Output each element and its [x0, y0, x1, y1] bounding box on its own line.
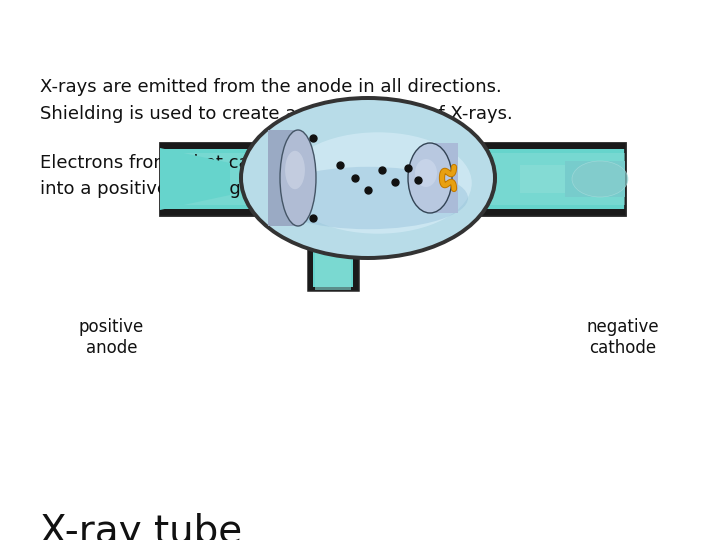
Ellipse shape [243, 100, 493, 256]
Ellipse shape [280, 130, 316, 226]
Text: negative
cathode: negative cathode [587, 318, 659, 357]
Bar [353, 215, 358, 290]
Ellipse shape [285, 151, 305, 189]
Bar [565, 161, 625, 197]
Ellipse shape [415, 159, 437, 187]
Ellipse shape [408, 143, 452, 213]
Bar [308, 215, 313, 290]
Ellipse shape [268, 167, 468, 229]
Text: Electrons from a hot cathode are accelerated
into a positively-charged anode by : Electrons from a hot cathode are acceler… [40, 154, 493, 198]
Bar [160, 153, 625, 205]
Text: positive
anode: positive anode [79, 318, 144, 357]
Bar [315, 215, 351, 290]
Bar [308, 287, 358, 290]
Bar [430, 143, 458, 213]
Text: X-ray tube: X-ray tube [40, 513, 242, 540]
Bar [160, 209, 625, 215]
Text: X-rays are emitted from the anode in all directions.
Shielding is used to create: X-rays are emitted from the anode in all… [40, 78, 513, 123]
Ellipse shape [284, 132, 472, 234]
Bar [308, 215, 358, 290]
Ellipse shape [239, 96, 497, 260]
Ellipse shape [572, 161, 628, 197]
Bar [520, 165, 570, 193]
Bar [268, 130, 298, 226]
Bar [160, 143, 625, 149]
Polygon shape [160, 148, 230, 210]
Bar [160, 143, 625, 215]
